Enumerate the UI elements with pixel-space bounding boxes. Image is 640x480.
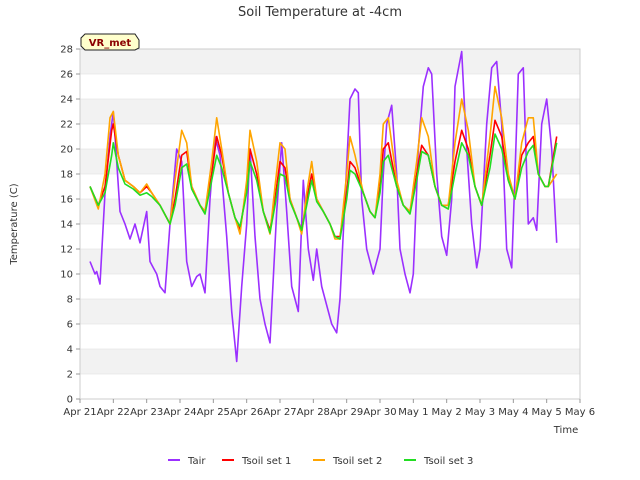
x-tick-label: May 1 (398, 407, 428, 418)
y-tick-label: 4 (67, 345, 73, 356)
legend-label-tair: Tair (187, 456, 206, 467)
x-tick-label: Apr 23 (130, 407, 163, 418)
grid-band (80, 74, 580, 99)
x-tick-label: Apr 29 (330, 407, 363, 418)
series-lines (89, 50, 558, 363)
grid-band (80, 274, 580, 299)
y-tick-label: 10 (60, 270, 73, 281)
grid-band (80, 149, 580, 174)
x-tick-label: May 4 (498, 407, 528, 418)
x-tick-label: May 6 (565, 407, 595, 418)
x-tick-label: Apr 27 (263, 407, 296, 418)
grid-band (80, 174, 580, 199)
x-axis: Apr 21 Apr 22 Apr 23 Apr 24 Apr 25 Apr 26 Apr … (63, 399, 595, 418)
y-tick-label: 8 (67, 295, 73, 306)
y-tick-label: 20 (60, 145, 73, 156)
y-tick-label: 12 (60, 245, 73, 256)
grid-band (80, 349, 580, 374)
x-tick-label: May 3 (465, 407, 495, 418)
y-tick-label: 2 (67, 370, 73, 381)
legend-label-tsoil-set-3: Tsoil set 3 (423, 456, 473, 467)
station-badge: VR_met (80, 33, 140, 51)
y-tick-label: 16 (60, 195, 73, 206)
y-tick-label: 14 (60, 220, 73, 231)
y-tick-label: 26 (60, 70, 73, 81)
legend: Tair Tsoil set 1 Tsoil set 2 Tsoil set 3 (168, 456, 473, 467)
series-line-tair (89, 50, 558, 363)
y-tick-label: 18 (60, 170, 73, 181)
grid-band (80, 224, 580, 249)
y-tick-label: 0 (67, 395, 73, 406)
x-tick-label: Apr 28 (297, 407, 330, 418)
x-tick-label: Apr 24 (163, 407, 196, 418)
badge-label: VR_met (89, 38, 132, 49)
chart-title: Soil Temperature at -4cm (238, 5, 402, 20)
x-tick-label: Apr 21 (63, 407, 96, 418)
grid-band (80, 99, 580, 124)
y-tick-label: 6 (67, 320, 73, 331)
badge-box (80, 33, 140, 51)
series-line-tsoil-set-3 (89, 133, 558, 240)
grid-band (80, 49, 580, 74)
x-tick-label: Apr 22 (97, 407, 130, 418)
grid-band (80, 324, 580, 349)
x-tick-label: Apr 25 (197, 407, 230, 418)
x-tick-label: Apr 26 (230, 407, 263, 418)
x-tick-label: May 5 (532, 407, 562, 418)
y-axis-label: Temperature (C) (9, 183, 20, 265)
grid-band (80, 249, 580, 274)
y-tick-label: 28 (60, 45, 73, 56)
y-tick-label: 24 (60, 95, 73, 106)
y-tick-label: 22 (60, 120, 73, 131)
x-axis-label: Time (553, 425, 578, 436)
legend-label-tsoil-set-1: Tsoil set 1 (241, 456, 291, 467)
x-tick-label: May 2 (432, 407, 462, 418)
legend-label-tsoil-set-2: Tsoil set 2 (332, 456, 382, 467)
x-tick-label: Apr 30 (363, 407, 396, 418)
grid-band (80, 374, 580, 399)
